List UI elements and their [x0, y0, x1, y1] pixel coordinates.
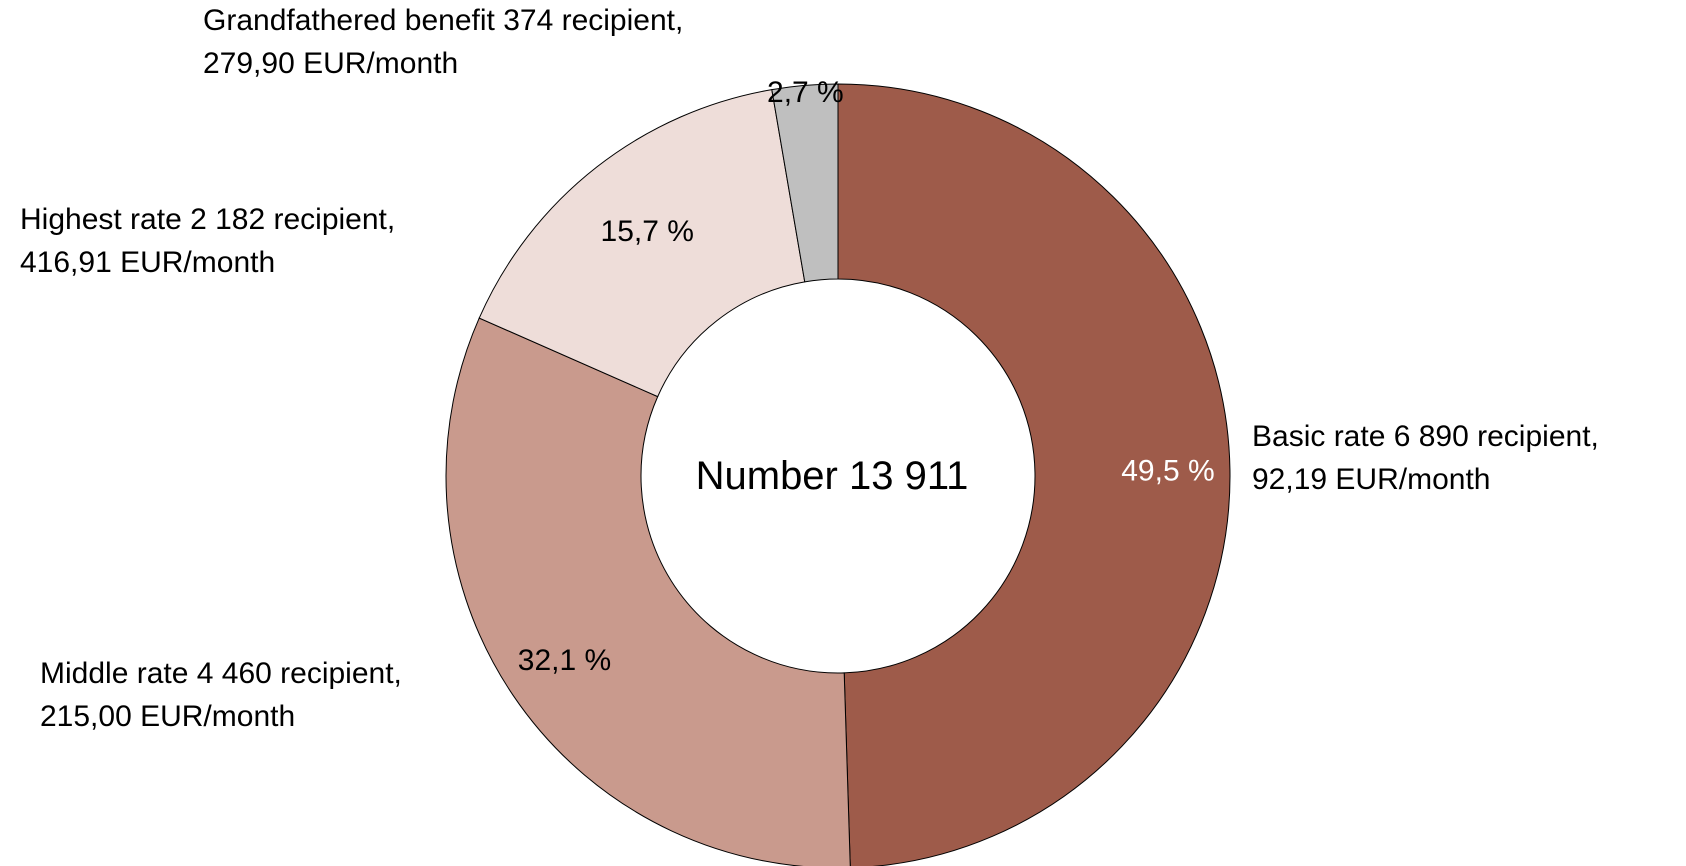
- donut-slices: [445, 83, 1231, 866]
- category-label-middle-rate-line2: 215,00 EUR/month: [40, 700, 295, 733]
- pct-label-basic-rate: 49,5 %: [1121, 454, 1214, 487]
- category-label-grandfathered-benefit-line1: Grandfathered benefit 374 recipient,: [203, 4, 683, 37]
- category-label-grandfathered-benefit-line2: 279,90 EUR/month: [203, 47, 458, 80]
- center-total-label: Number 13 911: [696, 454, 969, 498]
- category-label-middle-rate-line1: Middle rate 4 460 recipient,: [40, 657, 402, 690]
- pct-label-grandfathered-benefit: 2,7 %: [767, 76, 844, 109]
- percentage-labels: 49,5 % 32,1 % 15,7 % 2,7 %: [518, 76, 1215, 677]
- pct-label-middle-rate: 32,1 %: [518, 644, 611, 677]
- slice-grandfathered-benefit: [771, 83, 839, 283]
- slice-basic-rate: [837, 83, 1231, 866]
- slice-highest-rate: [478, 89, 806, 398]
- slice-middle-rate: [445, 317, 851, 866]
- category-label-highest-rate-line1: Highest rate 2 182 recipient,: [20, 203, 395, 236]
- category-labels: Basic rate 6 890 recipient, 92,19 EUR/mon…: [20, 4, 1599, 733]
- category-label-basic-rate-line1: Basic rate 6 890 recipient,: [1252, 420, 1599, 453]
- pct-label-highest-rate: 15,7 %: [601, 215, 694, 248]
- category-label-basic-rate-line2: 92,19 EUR/month: [1252, 463, 1490, 496]
- category-label-highest-rate-line2: 416,91 EUR/month: [20, 246, 275, 279]
